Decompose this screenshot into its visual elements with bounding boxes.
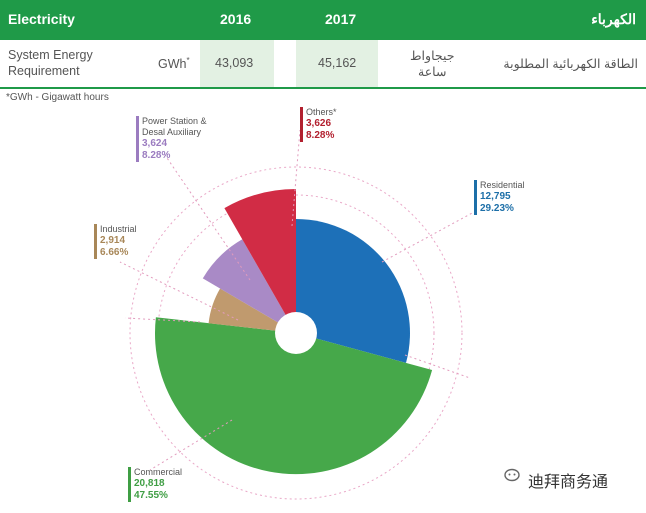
row-label-line2: Requirement xyxy=(8,64,80,78)
row-unit: GWh* xyxy=(158,56,190,71)
footnote: *GWh - Gigawatt hours xyxy=(6,92,109,103)
guide-circle xyxy=(129,166,463,500)
slice-label: Commercial 20,818 47.55% xyxy=(128,467,182,502)
slice-label-value: 3,624 xyxy=(142,138,168,149)
table-header: Electricity 2016 2017 الكهرباء xyxy=(0,0,646,40)
row-unit-arabic-line2: ساعة xyxy=(418,65,447,79)
slice-label: Industrial 2,914 6.66% xyxy=(94,224,137,259)
slice-label: Residential 12,795 29.23% xyxy=(474,180,525,215)
row-value-2017: 45,162 xyxy=(318,56,357,70)
leader-line xyxy=(404,354,471,379)
row-label-arabic: الطاقة الكهربائية المطلوبة xyxy=(503,57,638,71)
slice-label-percent: 8.28% xyxy=(142,150,171,161)
pie-slice-power-station-desal-auxiliary xyxy=(202,239,296,333)
slice-label-value: 12,795 xyxy=(480,191,511,202)
energy-requirement-row: System Energy Requirement GWh* 43,093 45… xyxy=(0,40,646,87)
pie-slice-commercial xyxy=(154,317,433,475)
leader-line xyxy=(149,419,233,471)
slice-label-percent: 29.23% xyxy=(480,203,514,214)
slice-label-name: Commercial xyxy=(134,467,183,477)
pie-slice-industrial xyxy=(208,288,296,333)
slice-label-percent: 6.66% xyxy=(100,247,129,258)
slice-label-name: Residential xyxy=(480,180,525,190)
slice-label-value: 20,818 xyxy=(134,478,165,489)
header-2016: 2016 xyxy=(220,11,252,27)
slice-label-percent: 47.55% xyxy=(134,490,168,501)
cell-2017-bg xyxy=(296,40,378,87)
header-2017: 2017 xyxy=(325,11,357,27)
watermark: 迪拜商务通 xyxy=(504,468,609,492)
leader-lines xyxy=(119,129,475,471)
row-unit-arabic-line1: جيجاواط xyxy=(410,49,455,63)
slice-label-name: Power Station & Desal Auxiliary xyxy=(142,116,207,137)
leader-line xyxy=(291,129,301,227)
slice-label: Power Station & Desal Auxiliary 3,624 8.28% xyxy=(136,116,207,162)
leader-line xyxy=(119,261,239,321)
header-title-arabic: الكهرباء xyxy=(591,11,636,27)
row-unit-text: GWh xyxy=(158,57,187,72)
slice-label-name: Industrial xyxy=(100,224,137,234)
slice-label-value: 3,626 xyxy=(306,118,332,129)
cell-2016-bg xyxy=(200,40,274,87)
table-bottom-rule xyxy=(0,87,646,89)
slice-label-value: 2,914 xyxy=(100,235,126,246)
pie-slice-residential xyxy=(296,219,410,363)
row-unit-mark: * xyxy=(186,56,190,65)
pie-slice-others xyxy=(224,189,296,333)
slice-label-percent: 8.28% xyxy=(306,130,335,141)
pie-slices xyxy=(154,189,433,475)
slice-label-name: Others* xyxy=(306,107,337,117)
row-value-2016: 43,093 xyxy=(215,56,254,70)
pie-center-hole xyxy=(275,312,317,354)
chat-bubble-icon xyxy=(504,468,520,482)
row-label-line1: System Energy xyxy=(8,48,93,62)
slice-label: Others* 3,626 8.28% xyxy=(300,107,337,142)
watermark-text: 迪拜商务通 xyxy=(528,474,609,491)
header-title: Electricity xyxy=(8,11,75,27)
leader-line xyxy=(164,154,251,281)
